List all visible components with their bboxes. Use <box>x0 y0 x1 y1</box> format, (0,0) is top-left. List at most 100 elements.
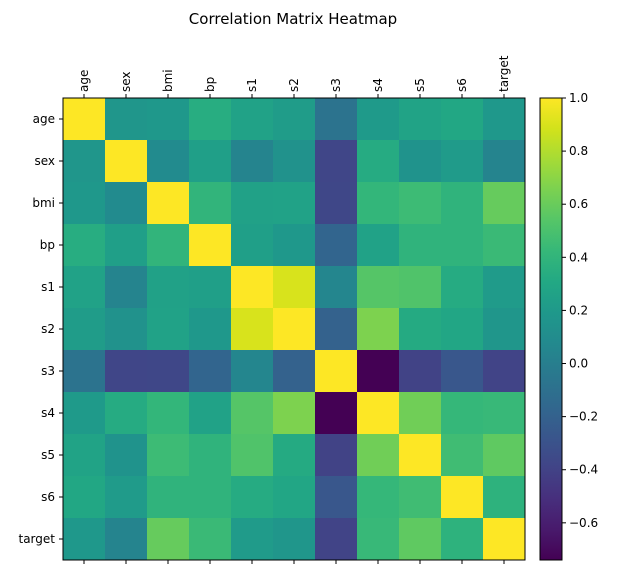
heatmap-cell-s4-s3 <box>315 392 358 435</box>
x-tick-label-bp: bp <box>203 77 217 92</box>
heatmap-cell-sex-s6 <box>441 140 484 183</box>
heatmap-cell-sex-bp <box>189 140 232 183</box>
heatmap-cell-sex-s4 <box>357 140 400 183</box>
heatmap-cell-s6-bp <box>189 476 232 519</box>
heatmap-cell-sex-s3 <box>315 140 358 183</box>
chart-title: Correlation Matrix Heatmap <box>189 10 397 28</box>
heatmap-cell-sex-s5 <box>399 140 442 183</box>
heatmap-cell-s6-s2 <box>273 476 316 519</box>
heatmap-cell-bmi-sex <box>105 182 148 225</box>
x-tick-label-s4: s4 <box>371 78 385 92</box>
x-tick-label-s2: s2 <box>287 78 301 92</box>
heatmap-cell-sex-age <box>63 140 106 183</box>
heatmap-cell-target-s2 <box>273 518 316 561</box>
heatmap-cell-bp-s1 <box>231 224 274 267</box>
x-tick-label-target: target <box>497 55 511 92</box>
heatmap-cell-target-s1 <box>231 518 274 561</box>
heatmap-cell-s3-sex <box>105 350 148 393</box>
heatmap-cell-s5-s4 <box>357 434 400 477</box>
heatmap-cell-target-sex <box>105 518 148 561</box>
x-tick-labels: age sex bmi bp s1 s2 s3 s4 s5 s6 target <box>77 55 511 564</box>
heatmap-cell-s1-s2 <box>273 266 316 309</box>
y-tick-label-s6: s6 <box>41 490 55 504</box>
heatmap-cell-s6-age <box>63 476 106 519</box>
heatmap-cell-s3-bp <box>189 350 232 393</box>
colorbar-gradient <box>539 97 563 561</box>
y-tick-label-bmi: bmi <box>32 196 55 210</box>
colorbar-tick-labels: 1.0 0.8 0.6 0.4 0.2 0.0 −0.2 −0.4 −0.6 <box>562 91 598 530</box>
heatmap-cell-s3-target <box>483 350 526 393</box>
heatmap-cell-s4-age <box>63 392 106 435</box>
heatmap-cell-s3-s1 <box>231 350 274 393</box>
heatmap-cell-bp-bmi <box>147 224 190 267</box>
heatmap-cell-s4-sex <box>105 392 148 435</box>
y-tick-label-age: age <box>33 112 55 126</box>
heatmap-cell-s4-bmi <box>147 392 190 435</box>
heatmap-cell-s6-target <box>483 476 526 519</box>
heatmap-cell-bmi-s6 <box>441 182 484 225</box>
heatmap-cell-s2-sex <box>105 308 148 351</box>
heatmap-cell-s4-s5 <box>399 392 442 435</box>
colorbar-tick-label: −0.4 <box>569 463 598 477</box>
colorbar-tick-label: −0.6 <box>569 516 598 530</box>
heatmap-cell-bmi-s3 <box>315 182 358 225</box>
heatmap-cell-s1-bp <box>189 266 232 309</box>
y-tick-label-sex: sex <box>34 154 55 168</box>
colorbar-tick-label: 0.2 <box>569 303 588 317</box>
heatmap-cell-sex-sex <box>105 140 148 183</box>
heatmap-cell-age-target <box>483 98 526 141</box>
heatmap-cell-bp-sex <box>105 224 148 267</box>
heatmap-cell-s4-s1 <box>231 392 274 435</box>
colorbar-tick-label: 1.0 <box>569 91 588 105</box>
heatmap-cell-age-age <box>63 98 106 141</box>
heatmap-cell-s5-target <box>483 434 526 477</box>
heatmap-cell-s4-target <box>483 392 526 435</box>
heatmap-cell-s3-age <box>63 350 106 393</box>
heatmap-cell-sex-s1 <box>231 140 274 183</box>
heatmap-cell-s1-s3 <box>315 266 358 309</box>
heatmap-cell-target-age <box>63 518 106 561</box>
heatmap-cell-s5-age <box>63 434 106 477</box>
heatmap-cell-s2-s3 <box>315 308 358 351</box>
y-tick-label-target: target <box>19 532 56 546</box>
heatmap-cell-target-s6 <box>441 518 484 561</box>
heatmap-cell-age-s6 <box>441 98 484 141</box>
heatmap-cell-s5-bp <box>189 434 232 477</box>
heatmap-cell-s4-s2 <box>273 392 316 435</box>
heatmap-cell-s3-bmi <box>147 350 190 393</box>
heatmap-cell-target-target <box>483 518 526 561</box>
heatmap-cell-s3-s5 <box>399 350 442 393</box>
heatmap-cell-bp-bp <box>189 224 232 267</box>
heatmap-cell-s3-s2 <box>273 350 316 393</box>
heatmap-cell-s1-bmi <box>147 266 190 309</box>
heatmap-cell-age-s3 <box>315 98 358 141</box>
colorbar-tick-label: 0.4 <box>569 250 588 264</box>
colorbar-tick-label: 0.6 <box>569 197 588 211</box>
heatmap-cell-s3-s3 <box>315 350 358 393</box>
heatmap-cell-s1-age <box>63 266 106 309</box>
y-tick-label-s5: s5 <box>41 448 55 462</box>
heatmap-cell-sex-bmi <box>147 140 190 183</box>
x-tick-label-s3: s3 <box>329 78 343 92</box>
heatmap-cell-bmi-target <box>483 182 526 225</box>
heatmap-cell-target-s3 <box>315 518 358 561</box>
heatmap-cell-s6-sex <box>105 476 148 519</box>
x-tick-label-sex: sex <box>119 71 133 92</box>
heatmap-cell-s4-bp <box>189 392 232 435</box>
heatmap-cell-s2-s2 <box>273 308 316 351</box>
heatmap-cell-s1-s4 <box>357 266 400 309</box>
heatmap-cell-target-s5 <box>399 518 442 561</box>
y-tick-label-s3: s3 <box>41 364 55 378</box>
heatmap-cell-s2-s5 <box>399 308 442 351</box>
heatmap-cell-age-bmi <box>147 98 190 141</box>
heatmap-cell-s2-bmi <box>147 308 190 351</box>
colorbar-tick-label: −0.2 <box>569 410 598 424</box>
heatmap-cell-s5-s2 <box>273 434 316 477</box>
heatmap-cell-bp-age <box>63 224 106 267</box>
heatmap-cell-target-s4 <box>357 518 400 561</box>
heatmap-cell-s2-s4 <box>357 308 400 351</box>
heatmap-cell-s6-s5 <box>399 476 442 519</box>
x-tick-label-bmi: bmi <box>161 69 175 92</box>
heatmap-cell-s2-age <box>63 308 106 351</box>
